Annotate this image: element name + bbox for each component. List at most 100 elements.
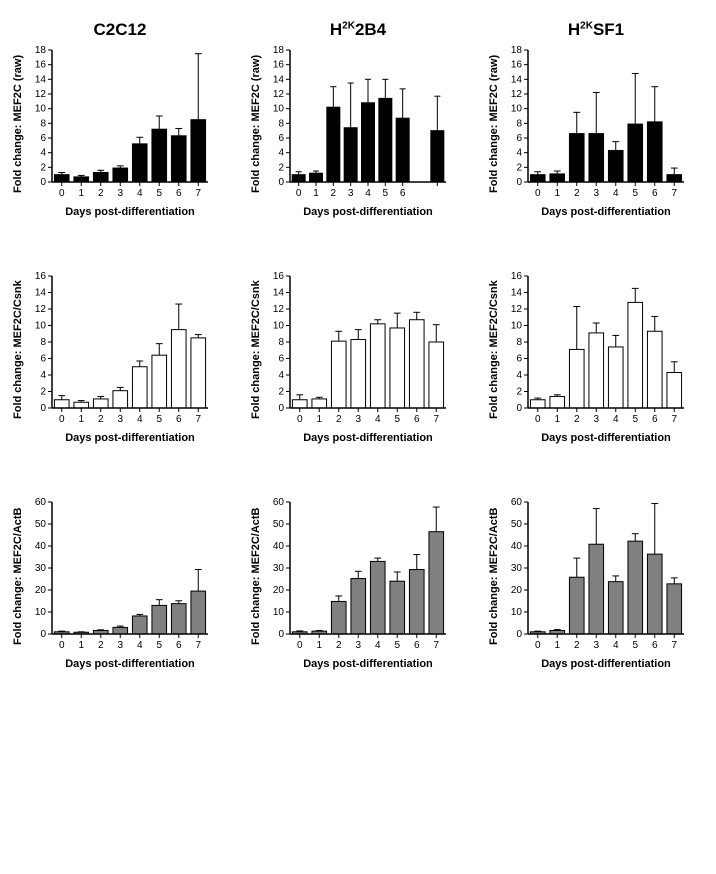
- x-tick-label: 5: [383, 188, 389, 199]
- y-tick-label: 6: [278, 133, 284, 144]
- y-tick-label: 20: [511, 585, 523, 596]
- y-tick-label: 0: [516, 403, 522, 414]
- x-tick-label: 7: [671, 414, 677, 425]
- x-tick-label: 5: [394, 640, 400, 651]
- bar: [171, 604, 186, 634]
- y-tick-label: 8: [278, 118, 284, 129]
- bar: [370, 561, 385, 634]
- x-tick-label: 5: [156, 414, 162, 425]
- x-tick-label: 5: [156, 188, 162, 199]
- x-axis-label: Days post-differentiation: [506, 206, 706, 218]
- x-tick-label: 1: [554, 188, 560, 199]
- bar: [93, 172, 108, 182]
- y-tick-label: 10: [35, 607, 47, 618]
- x-axis-label: Days post-differentiation: [30, 432, 230, 444]
- y-tick-label: 18: [273, 45, 285, 56]
- y-tick-label: 14: [273, 74, 285, 85]
- y-tick-label: 8: [516, 118, 522, 129]
- bar: [152, 355, 167, 408]
- bar: [113, 168, 128, 182]
- y-tick-label: 10: [35, 321, 47, 332]
- y-tick-label: 40: [35, 541, 47, 552]
- y-tick-label: 4: [40, 148, 46, 159]
- x-tick-label: 6: [414, 414, 420, 425]
- x-tick-label: 0: [535, 414, 541, 425]
- column-title: [10, 472, 230, 492]
- x-tick-label: 2: [98, 188, 104, 199]
- x-tick-label: 0: [297, 640, 303, 651]
- x-tick-label: 7: [671, 188, 677, 199]
- x-tick-label: 1: [78, 188, 84, 199]
- x-axis-label: Days post-differentiation: [268, 658, 468, 670]
- bar: [152, 129, 167, 182]
- y-tick-label: 10: [35, 104, 47, 115]
- y-tick-label: 14: [511, 74, 523, 85]
- x-tick-label: 0: [59, 188, 65, 199]
- y-tick-label: 2: [278, 387, 284, 398]
- x-tick-label: 4: [137, 414, 143, 425]
- y-tick-label: 14: [35, 74, 47, 85]
- y-tick-label: 16: [273, 271, 285, 282]
- bar: [191, 338, 206, 408]
- y-tick-label: 18: [35, 45, 47, 56]
- x-tick-label: 6: [176, 414, 182, 425]
- x-tick-label: 6: [414, 640, 420, 651]
- y-axis-label: Fold change: MEF2C/Csnk: [248, 270, 262, 430]
- bar: [362, 103, 375, 182]
- y-tick-label: 14: [273, 288, 285, 299]
- bar-chart: 02468101214161801234567: [24, 44, 214, 204]
- x-tick-label: 7: [433, 640, 439, 651]
- y-tick-label: 0: [40, 403, 46, 414]
- y-tick-label: 16: [511, 271, 523, 282]
- bar-chart: 024681012141601234567: [262, 270, 452, 430]
- x-tick-label: 3: [117, 640, 123, 651]
- bar: [409, 570, 424, 634]
- bar: [74, 177, 89, 182]
- y-axis-label: Fold change: MEF2C (raw): [486, 44, 500, 204]
- x-tick-label: 3: [593, 640, 599, 651]
- bar: [530, 400, 545, 408]
- bar: [608, 582, 623, 634]
- x-tick-label: 7: [433, 414, 439, 425]
- y-tick-label: 2: [516, 162, 522, 173]
- bar: [608, 150, 623, 182]
- x-tick-label: 1: [554, 640, 560, 651]
- y-tick-label: 30: [273, 563, 285, 574]
- bar: [344, 128, 357, 182]
- x-axis-label: Days post-differentiation: [506, 432, 706, 444]
- x-tick-label: 1: [313, 188, 319, 199]
- bar-chart: 010203040506001234567: [24, 496, 214, 656]
- y-axis-label: Fold change: MEF2C/Csnk: [486, 270, 500, 430]
- x-tick-label: 0: [59, 414, 65, 425]
- y-tick-label: 20: [273, 585, 285, 596]
- y-tick-label: 60: [273, 497, 285, 508]
- x-tick-label: 6: [176, 188, 182, 199]
- x-tick-label: 0: [297, 414, 303, 425]
- y-tick-label: 2: [40, 162, 46, 173]
- y-tick-label: 12: [511, 304, 523, 315]
- column-title: [486, 472, 706, 492]
- x-tick-label: 3: [117, 414, 123, 425]
- y-tick-label: 2: [278, 162, 284, 173]
- x-tick-label: 7: [671, 640, 677, 651]
- bar: [132, 144, 147, 182]
- y-tick-label: 4: [278, 370, 284, 381]
- bar: [431, 131, 444, 182]
- y-tick-label: 4: [278, 148, 284, 159]
- chart-grid: C2C12Fold change: MEF2C (raw)02468101214…: [10, 20, 706, 670]
- bar: [589, 544, 604, 634]
- y-tick-label: 30: [511, 563, 523, 574]
- bar: [589, 333, 604, 408]
- x-tick-label: 1: [316, 640, 322, 651]
- x-tick-label: 4: [613, 188, 619, 199]
- bar: [667, 584, 682, 634]
- chart-panel: Fold change: MEF2C/Csnk02468101214160123…: [10, 246, 230, 444]
- bar: [667, 175, 682, 182]
- bar: [132, 616, 147, 634]
- chart-panel: Fold change: MEF2C/ActB01020304050600123…: [10, 472, 230, 670]
- chart-panel: Fold change: MEF2C/Csnk02468101214160123…: [248, 246, 468, 444]
- bar: [409, 320, 424, 408]
- y-tick-label: 0: [40, 629, 46, 640]
- x-tick-label: 5: [632, 640, 638, 651]
- y-tick-label: 8: [516, 337, 522, 348]
